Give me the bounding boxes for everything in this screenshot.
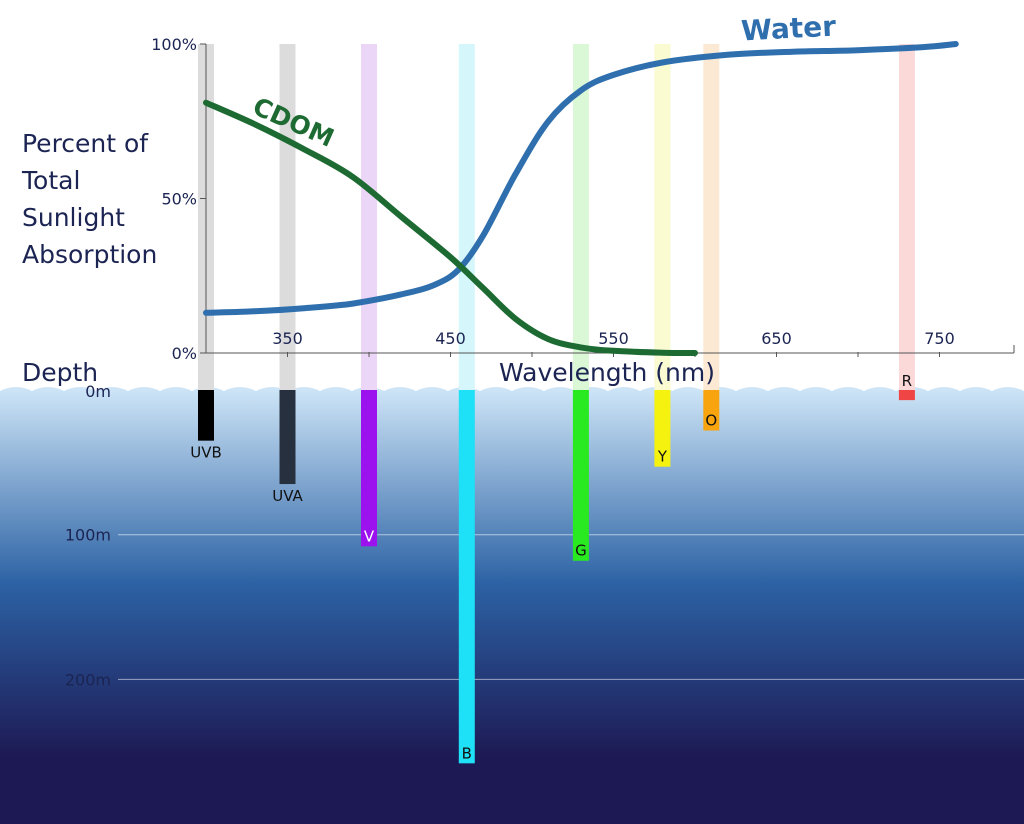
- y-axis-title-line: Absorption: [22, 240, 157, 269]
- depth-bar-uvb: [198, 390, 214, 441]
- band-stripe-uva: [279, 44, 296, 390]
- band-label-r: R: [902, 372, 912, 390]
- y-tick-label: 0%: [172, 344, 197, 363]
- band-stripe-o: [703, 44, 720, 390]
- depth-axis-title: Depth: [22, 358, 98, 387]
- x-tick-label: 550: [598, 329, 629, 348]
- ocean-water: [0, 387, 1024, 824]
- x-tick-label: 750: [924, 329, 955, 348]
- band-label-uvb: UVB: [190, 444, 222, 462]
- band-stripe-b: [458, 44, 475, 390]
- depth-bars: UVB UVA V B G Y O R: [190, 372, 915, 764]
- x-tick-label: 350: [272, 329, 303, 348]
- band-stripe-y: [654, 44, 671, 390]
- y-axis-title-line: Percent of: [22, 129, 149, 158]
- depth-bar-r: [898, 390, 915, 401]
- depth-bar-o: [703, 390, 720, 431]
- band-stripe-v: [361, 44, 377, 390]
- y-axis-title-line: Total: [21, 166, 80, 195]
- series-line-cdom: [203, 99, 698, 356]
- band-label-o: O: [705, 412, 717, 430]
- band-stripes: [198, 44, 915, 390]
- band-label-uva: UVA: [272, 487, 303, 505]
- x-axis-title: Wavelength (nm): [499, 358, 715, 387]
- band-label-y: Y: [657, 448, 668, 466]
- y-axis-title-line: Sunlight: [22, 203, 125, 232]
- series-label-water: Water: [740, 10, 837, 48]
- band-stripe-r: [898, 44, 915, 390]
- depth-tick-label: 100m: [65, 526, 111, 545]
- x-tick-label: 650: [761, 329, 792, 348]
- y-tick-label: 100%: [151, 35, 197, 54]
- depth-bar-uva: [279, 390, 296, 485]
- depth-bar-y: [654, 390, 671, 467]
- band-stripe-g: [572, 44, 589, 390]
- band-label-v: V: [364, 527, 375, 545]
- depth-bar-g: [572, 390, 589, 561]
- y-tick-label: 50%: [161, 190, 197, 209]
- series-line-water: [203, 41, 959, 316]
- depth-tick-label: 200m: [65, 670, 111, 689]
- depth-tick-label: 0m: [85, 382, 111, 401]
- band-label-g: G: [575, 542, 587, 560]
- depth-bar-v: [361, 390, 377, 547]
- absorption-curves: [203, 41, 959, 356]
- x-tick-label: 450: [435, 329, 466, 348]
- depth-bar-b: [458, 390, 475, 764]
- band-label-b: B: [462, 744, 472, 762]
- ocean-background: [0, 387, 1024, 824]
